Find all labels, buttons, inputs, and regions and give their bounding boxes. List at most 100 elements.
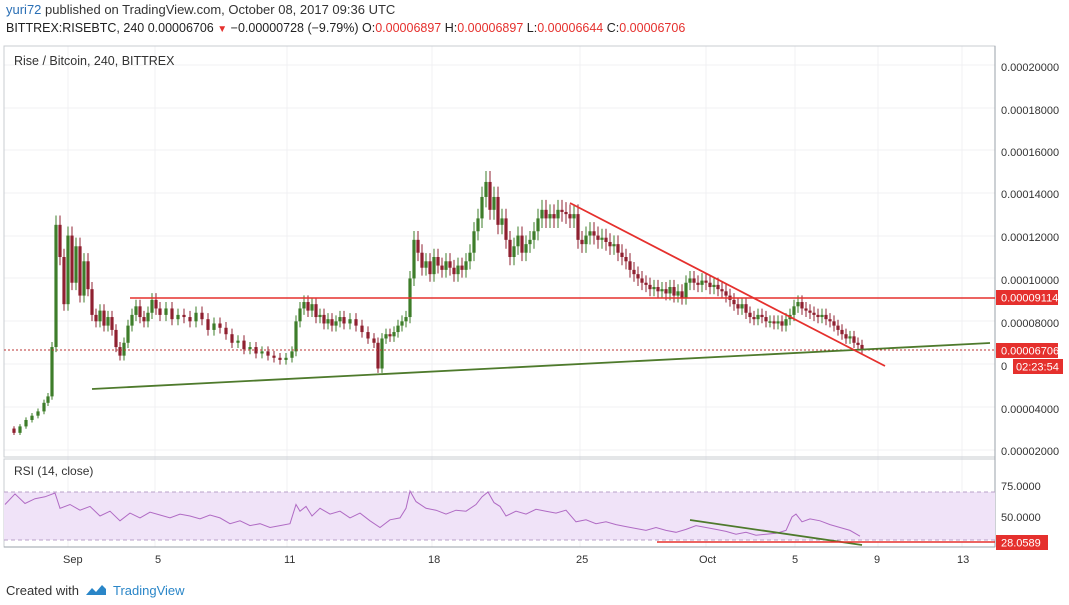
candle-body xyxy=(712,284,716,288)
support-trendline[interactable] xyxy=(91,342,991,390)
high-value: 0.00006897 xyxy=(457,21,524,35)
candle-body xyxy=(242,340,246,350)
candle-body xyxy=(46,396,50,403)
candle-body xyxy=(122,342,126,356)
author-link[interactable]: yuri72 xyxy=(6,2,42,17)
candle-body xyxy=(808,310,812,313)
date-tick: 5 xyxy=(792,554,798,566)
candle-body xyxy=(284,357,288,360)
candle-body xyxy=(404,317,408,322)
zero-tick: 0 xyxy=(1001,361,1007,373)
rsi-trendline[interactable] xyxy=(689,519,863,546)
candle-body xyxy=(552,214,556,219)
candle-body xyxy=(520,235,524,253)
candle-body xyxy=(664,289,668,294)
candle-body xyxy=(396,325,400,333)
candle-body xyxy=(90,289,94,315)
candle-body xyxy=(500,218,504,225)
candle-body xyxy=(708,282,712,288)
candle-body xyxy=(472,231,476,253)
candle-body xyxy=(756,314,760,320)
candle-body xyxy=(860,344,864,350)
candle-body xyxy=(82,261,86,296)
candle-body xyxy=(302,302,306,309)
candle-body xyxy=(334,321,338,326)
high-label: H: xyxy=(444,21,458,35)
candle-body xyxy=(18,426,22,433)
candle-body xyxy=(636,274,640,279)
candle-body xyxy=(218,323,222,328)
candle-body xyxy=(844,334,848,339)
close-label: C: xyxy=(606,21,620,35)
candle-body xyxy=(230,334,234,343)
candle-body xyxy=(236,340,240,343)
candle-body xyxy=(820,314,824,318)
candle-body xyxy=(640,278,644,283)
price-tick: 0.00012000 xyxy=(1001,232,1059,244)
candle-body xyxy=(460,265,464,270)
candle-body xyxy=(424,261,428,268)
candle-body xyxy=(126,325,130,343)
candle-body xyxy=(492,196,496,210)
descending-trendline[interactable] xyxy=(569,202,886,367)
candle-body xyxy=(448,261,452,268)
candle-body xyxy=(452,267,456,275)
price-tick: 0.00014000 xyxy=(1001,189,1059,201)
candle-body xyxy=(436,257,440,266)
candle-body xyxy=(656,287,660,292)
rsi-tick: 50.0000 xyxy=(1001,512,1041,524)
candle-body xyxy=(30,415,34,420)
date-tick: 9 xyxy=(874,554,880,566)
candle-body xyxy=(194,312,198,322)
open-value: 0.00006897 xyxy=(375,21,442,35)
candle-body xyxy=(24,419,28,427)
candle-body xyxy=(326,319,330,324)
candle-body xyxy=(412,239,416,279)
last-price-text: 0.00006706 xyxy=(1001,346,1059,358)
candle-body xyxy=(170,308,174,320)
rsi-title: RSI (14, close) xyxy=(14,464,93,478)
candle-body xyxy=(94,314,98,322)
candle-body xyxy=(792,306,796,315)
candle-body xyxy=(260,351,264,354)
level-price-tag xyxy=(996,290,1058,305)
candle-body xyxy=(612,244,616,247)
candle-body xyxy=(106,317,110,326)
candle-body xyxy=(164,308,168,315)
candle-body xyxy=(768,321,772,323)
candle-body xyxy=(644,282,648,285)
candle-body xyxy=(508,239,512,257)
candle-body xyxy=(36,411,40,416)
candle-body xyxy=(548,214,552,219)
candle-body xyxy=(488,181,492,210)
candle-body xyxy=(796,302,800,307)
open-label: O: xyxy=(362,21,376,35)
ohlc-line: BITTREX:RISEBTC, 240 0.00006706 ▼ −0.000… xyxy=(6,21,685,35)
chart-area[interactable]: Rise / Bitcoin, 240, BITTREX 0.00020000 … xyxy=(0,44,1069,574)
candle-body xyxy=(592,231,596,236)
candle-body xyxy=(70,235,74,283)
candle-body xyxy=(354,319,358,326)
change-value: −0.00000728 (−9.79%) xyxy=(230,21,359,35)
candle-body xyxy=(298,308,302,322)
price-tick: 0.00004000 xyxy=(1001,404,1059,416)
candle-body xyxy=(98,310,102,322)
candle-body xyxy=(384,334,388,339)
date-tick: 25 xyxy=(576,554,588,566)
candle-body xyxy=(42,402,46,412)
candle-body xyxy=(800,302,804,309)
candle-body xyxy=(74,246,78,283)
candle-body xyxy=(544,209,548,219)
candle-body xyxy=(848,336,852,339)
candle-body xyxy=(400,321,404,326)
date-tick: Oct xyxy=(699,554,716,566)
chart-grid xyxy=(4,46,995,547)
tradingview-link[interactable]: TradingView xyxy=(112,582,185,598)
candle-body xyxy=(856,342,860,345)
candle-body xyxy=(464,261,468,270)
candle-body xyxy=(380,338,384,369)
date-tick: 13 xyxy=(957,554,969,566)
price-axis: 0.00020000 0.00018000 0.00016000 0.00014… xyxy=(1001,62,1059,458)
candle-body xyxy=(142,317,146,322)
candle-body xyxy=(784,319,788,326)
